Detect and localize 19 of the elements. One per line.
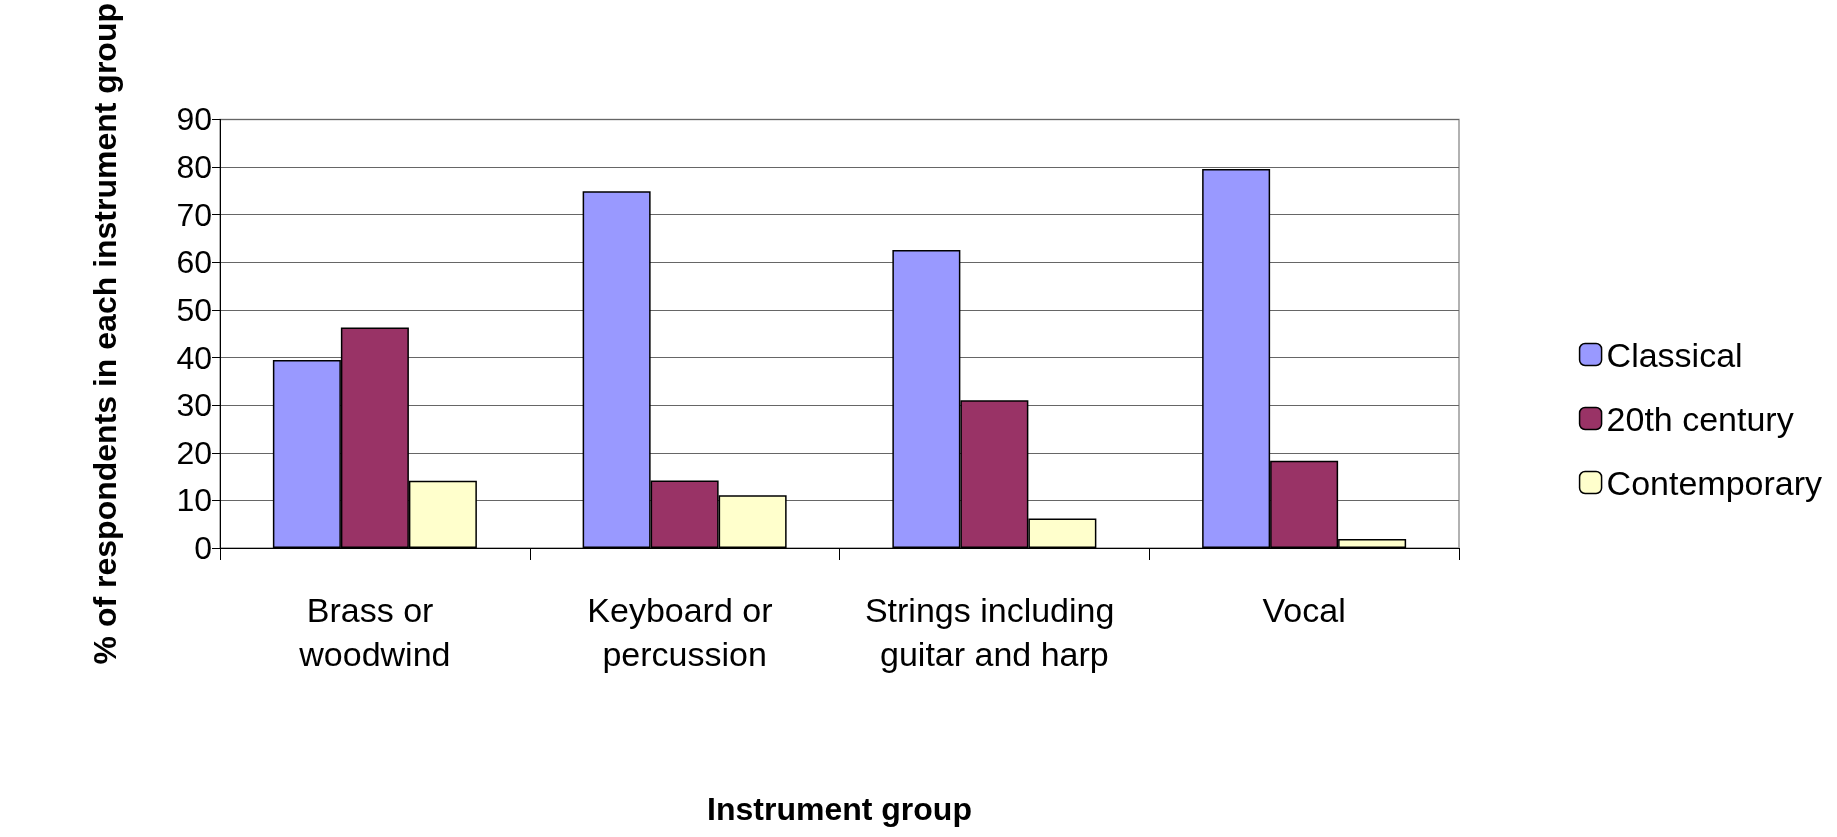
legend-label: Contemporary xyxy=(1606,463,1822,502)
y-tick-label: 90 xyxy=(176,101,212,138)
y-axis-title: % of respondents in each instrument group xyxy=(87,3,123,665)
y-tick-label: 60 xyxy=(176,244,212,281)
x-tick-label: Brass or woodwind xyxy=(298,591,451,673)
x-tick-label: Vocal xyxy=(1262,591,1346,629)
legend-label: Classical xyxy=(1606,335,1743,374)
y-tick-label: 80 xyxy=(176,149,212,186)
x-tick-label: Strings including guitar and harp xyxy=(864,591,1124,673)
x-tick-label: Keyboard or percussion xyxy=(587,591,782,673)
y-tick-label: 20 xyxy=(176,434,212,471)
y-tick-label: 10 xyxy=(176,482,212,519)
y-tick-label: 0 xyxy=(194,530,212,566)
x-axis-title: Instrument group xyxy=(707,791,972,827)
legend-label: 20th century xyxy=(1606,399,1794,438)
y-tick-label: 70 xyxy=(176,196,212,233)
y-tick-label: 50 xyxy=(176,291,212,328)
y-tick-label: 40 xyxy=(176,339,212,376)
y-tick-label: 30 xyxy=(176,387,212,424)
